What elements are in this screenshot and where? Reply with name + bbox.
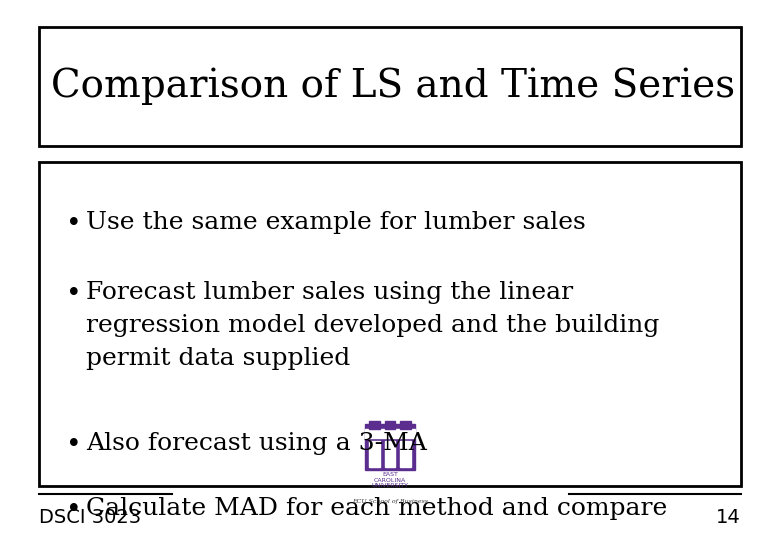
Text: •: • [66,281,82,306]
Text: 14: 14 [716,508,741,527]
Text: •: • [66,211,82,235]
Text: ECU School of Business: ECU School of Business [352,500,428,504]
Text: EAST
CAROLINA
UNIVERSITY: EAST CAROLINA UNIVERSITY [371,472,409,488]
FancyBboxPatch shape [369,441,380,467]
FancyBboxPatch shape [365,429,415,438]
FancyBboxPatch shape [385,421,395,429]
FancyBboxPatch shape [39,27,741,146]
Text: Forecast lumber sales using the linear
regression model developed and the buildi: Forecast lumber sales using the linear r… [86,281,659,369]
Text: Also forecast using a 3-MA: Also forecast using a 3-MA [86,432,427,455]
FancyBboxPatch shape [39,162,741,486]
Text: •: • [66,432,82,457]
Text: Calculate MAD for each method and compare: Calculate MAD for each method and compar… [86,497,667,520]
Text: DSCI 3023: DSCI 3023 [39,508,141,527]
FancyBboxPatch shape [400,421,411,429]
Text: •: • [66,497,82,522]
FancyBboxPatch shape [365,424,415,470]
FancyBboxPatch shape [369,421,380,429]
FancyBboxPatch shape [385,441,395,467]
FancyBboxPatch shape [400,441,411,467]
Text: Comparison of LS and Time Series: Comparison of LS and Time Series [51,68,735,105]
Text: Use the same example for lumber sales: Use the same example for lumber sales [86,211,586,234]
